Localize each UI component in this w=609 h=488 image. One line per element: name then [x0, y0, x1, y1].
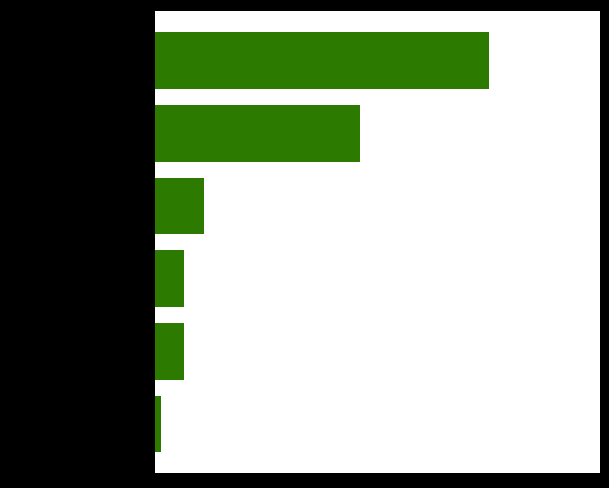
Bar [155, 323, 184, 380]
Bar [155, 33, 488, 90]
Bar [155, 106, 360, 163]
Bar [155, 251, 184, 307]
Bar [155, 396, 161, 452]
Bar [155, 178, 204, 235]
